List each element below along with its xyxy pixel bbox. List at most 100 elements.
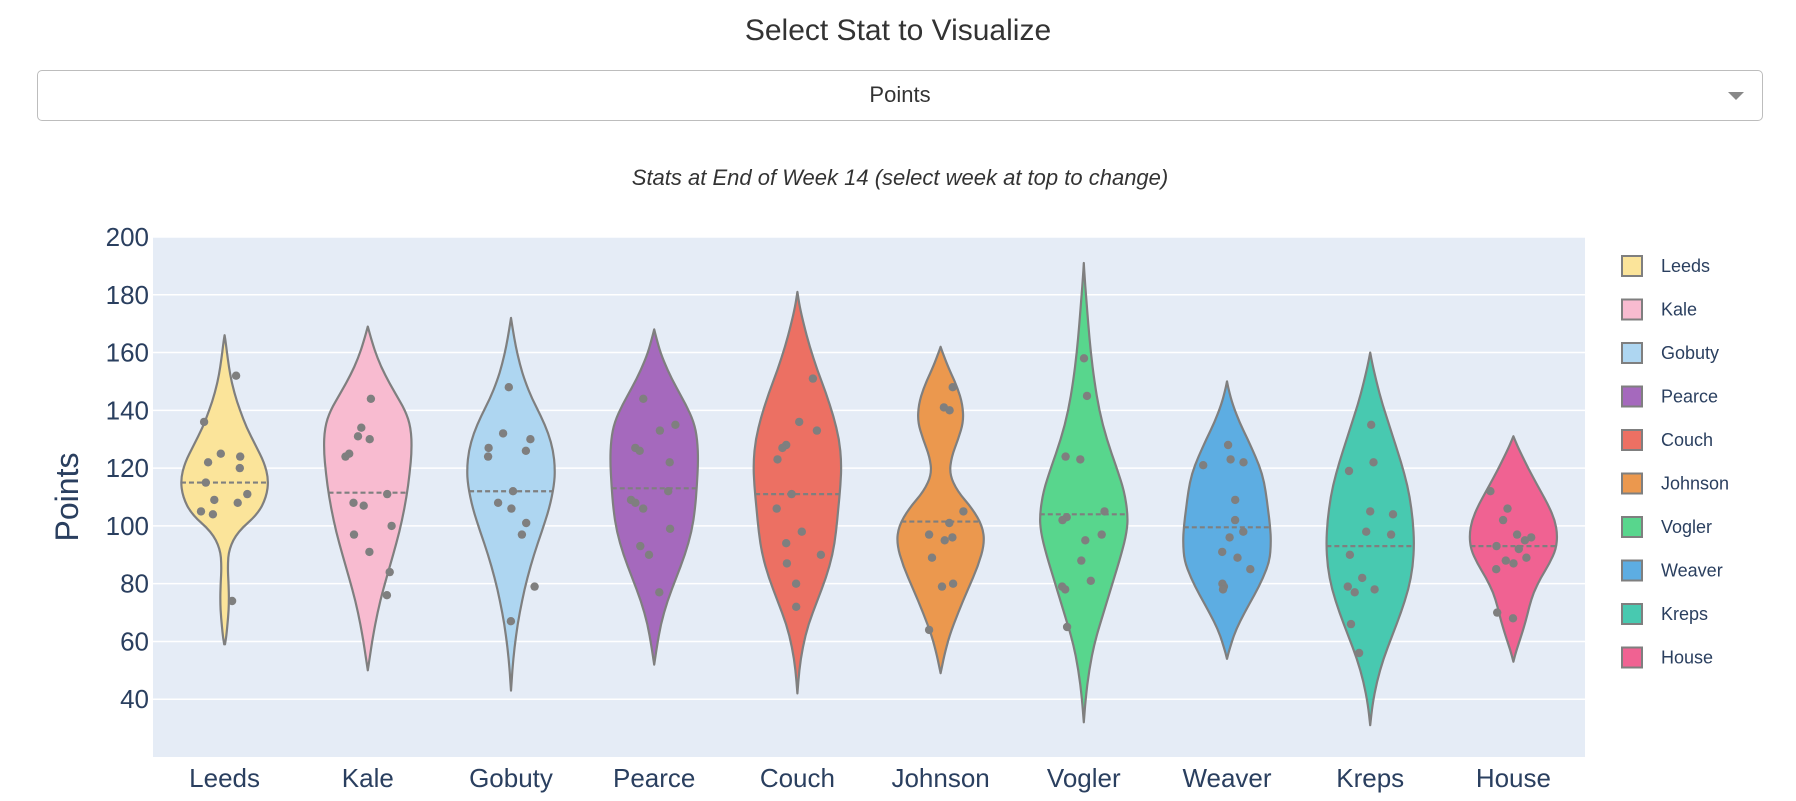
data-point[interactable] — [1086, 576, 1096, 585]
data-point[interactable] — [353, 432, 363, 441]
violin-kreps[interactable] — [1325, 351, 1415, 727]
data-point[interactable] — [365, 435, 374, 444]
data-point[interactable] — [1520, 536, 1530, 545]
data-point[interactable] — [208, 510, 218, 519]
data-point[interactable] — [1346, 619, 1356, 629]
data-point[interactable] — [655, 588, 664, 597]
data-point[interactable] — [1508, 614, 1518, 623]
data-point[interactable] — [639, 504, 648, 513]
legend-item-johnson[interactable]: Johnson — [1621, 472, 1729, 495]
data-point[interactable] — [517, 530, 527, 539]
violin-kale[interactable] — [322, 325, 413, 672]
data-point[interactable] — [644, 550, 654, 559]
data-point[interactable] — [636, 541, 645, 551]
data-point[interactable] — [357, 423, 366, 432]
data-point[interactable] — [940, 536, 949, 545]
data-point[interactable] — [216, 449, 225, 458]
data-point[interactable] — [1218, 585, 1228, 594]
violin-body[interactable] — [752, 290, 843, 695]
violin-body[interactable] — [896, 345, 985, 675]
legend-item-gobuty[interactable]: Gobuty — [1621, 342, 1719, 364]
data-point[interactable] — [948, 579, 958, 588]
data-point[interactable] — [1493, 608, 1502, 617]
data-point[interactable] — [791, 579, 801, 588]
data-point[interactable] — [1370, 585, 1379, 594]
data-point[interactable] — [945, 406, 954, 415]
data-point[interactable] — [1079, 354, 1089, 363]
data-point[interactable] — [1503, 504, 1512, 513]
violin-couch[interactable] — [752, 290, 843, 695]
data-point[interactable] — [1514, 544, 1524, 554]
data-point[interactable] — [243, 489, 252, 499]
data-point[interactable] — [526, 435, 535, 444]
data-point[interactable] — [787, 489, 796, 499]
data-point[interactable] — [635, 446, 644, 455]
data-point[interactable] — [1097, 530, 1106, 539]
violin-pearce[interactable] — [609, 328, 700, 666]
data-point[interactable] — [671, 420, 680, 429]
data-point[interactable] — [521, 446, 531, 455]
data-point[interactable] — [385, 567, 394, 577]
data-point[interactable] — [1061, 452, 1070, 461]
data-point[interactable] — [792, 602, 801, 611]
data-point[interactable] — [1486, 487, 1495, 496]
violin-house[interactable] — [1468, 435, 1559, 663]
data-point[interactable] — [382, 591, 392, 600]
violin-gobuty[interactable] — [466, 316, 556, 692]
data-point[interactable] — [1369, 458, 1378, 467]
chevron-down-icon[interactable] — [1728, 92, 1744, 100]
data-point[interactable] — [1239, 458, 1248, 467]
data-point[interactable] — [1509, 559, 1518, 568]
data-point[interactable] — [349, 530, 359, 539]
data-point[interactable] — [387, 521, 396, 531]
data-point[interactable] — [655, 426, 665, 435]
data-point[interactable] — [530, 582, 539, 591]
data-point[interactable] — [1501, 556, 1511, 565]
data-point[interactable] — [1233, 553, 1242, 562]
data-point[interactable] — [498, 429, 508, 438]
data-point[interactable] — [782, 559, 792, 568]
data-point[interactable] — [812, 426, 822, 435]
data-point[interactable] — [1225, 533, 1234, 542]
data-point[interactable] — [507, 504, 516, 513]
data-point[interactable] — [1058, 515, 1067, 525]
data-point[interactable] — [504, 383, 513, 392]
data-point[interactable] — [1076, 455, 1085, 464]
data-point[interactable] — [196, 507, 206, 516]
data-point[interactable] — [199, 417, 209, 427]
data-point[interactable] — [203, 458, 213, 467]
violin-weaver[interactable] — [1182, 380, 1272, 660]
data-point[interactable] — [1358, 573, 1367, 583]
data-point[interactable] — [1362, 527, 1371, 536]
data-point[interactable] — [1522, 553, 1531, 562]
data-point[interactable] — [1527, 533, 1536, 542]
data-point[interactable] — [231, 371, 241, 380]
violin-body[interactable] — [1039, 261, 1129, 724]
data-point[interactable] — [506, 617, 516, 626]
data-point[interactable] — [1388, 510, 1398, 519]
data-point[interactable] — [664, 487, 673, 496]
data-point[interactable] — [1366, 507, 1375, 516]
data-point[interactable] — [201, 478, 210, 487]
data-point[interactable] — [959, 507, 968, 516]
data-point[interactable] — [1345, 550, 1355, 559]
data-point[interactable] — [1344, 466, 1354, 476]
data-point[interactable] — [927, 553, 937, 562]
data-point[interactable] — [522, 518, 531, 528]
legend-item-kale[interactable]: Kale — [1621, 298, 1697, 321]
violin-vogler[interactable] — [1039, 261, 1129, 724]
data-point[interactable] — [1239, 527, 1248, 536]
data-point[interactable] — [365, 547, 374, 557]
data-point[interactable] — [383, 489, 392, 499]
data-point[interactable] — [493, 498, 503, 507]
data-point[interactable] — [1061, 585, 1070, 594]
data-point[interactable] — [1223, 440, 1233, 450]
data-point[interactable] — [1367, 420, 1376, 429]
data-point[interactable] — [808, 374, 818, 383]
data-point[interactable] — [1077, 556, 1086, 565]
data-point[interactable] — [1492, 541, 1501, 551]
legend-item-house[interactable]: House — [1621, 646, 1713, 669]
data-point[interactable] — [924, 625, 934, 635]
data-point[interactable] — [772, 504, 781, 513]
data-point[interactable] — [1386, 530, 1396, 539]
